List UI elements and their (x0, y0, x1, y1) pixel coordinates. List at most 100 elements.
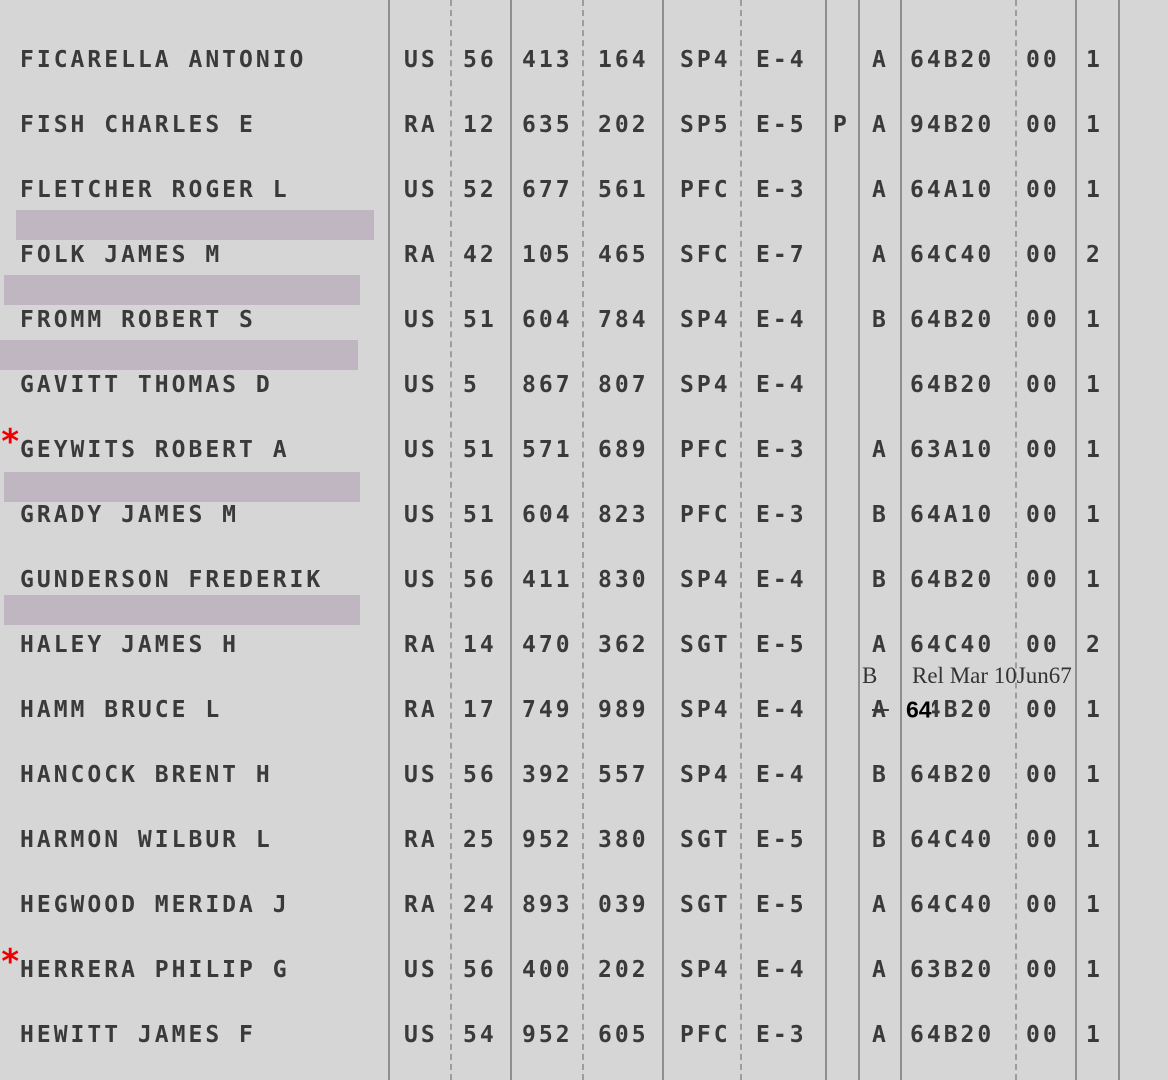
rank: SFC (680, 242, 731, 268)
serial-1: 5 (463, 372, 480, 398)
suffix: 00 (1026, 47, 1060, 73)
rank: SGT (680, 827, 731, 853)
flag: P (833, 112, 850, 138)
serial-1: 56 (463, 957, 497, 983)
count: 1 (1086, 957, 1103, 983)
serial-3: 807 (598, 372, 649, 398)
name: HALEY JAMES H (20, 632, 240, 658)
grade: E-3 (756, 502, 807, 528)
serial-2: 105 (522, 242, 573, 268)
mos: 64C40 (910, 632, 995, 658)
component: RA (404, 892, 438, 918)
mos: 63B20 (910, 957, 995, 983)
mos: 64C40 (910, 242, 995, 268)
grade: E-5 (756, 827, 807, 853)
code: A (872, 632, 889, 658)
component: RA (404, 632, 438, 658)
serial-3: 689 (598, 437, 649, 463)
code: A (872, 697, 889, 723)
column-rule (858, 0, 860, 1080)
grade: E-3 (756, 437, 807, 463)
name: GUNDERSON FREDERIK (20, 567, 324, 593)
serial-1: 12 (463, 112, 497, 138)
highlight (4, 275, 360, 305)
rank: PFC (680, 177, 731, 203)
serial-3: 465 (598, 242, 649, 268)
mos-correction: 64 (906, 696, 932, 724)
code: A (872, 892, 889, 918)
mos: 64B20 (910, 762, 995, 788)
rank: PFC (680, 502, 731, 528)
name: FLETCHER ROGER L (20, 177, 290, 203)
component: US (404, 1022, 438, 1048)
code: A (872, 437, 889, 463)
serial-1: 14 (463, 632, 497, 658)
component: US (404, 957, 438, 983)
rank: SP4 (680, 697, 731, 723)
suffix: 00 (1026, 892, 1060, 918)
serial-1: 51 (463, 437, 497, 463)
serial-3: 989 (598, 697, 649, 723)
rank: SGT (680, 632, 731, 658)
rank: SP5 (680, 112, 731, 138)
serial-2: 413 (522, 47, 573, 73)
component: RA (404, 242, 438, 268)
column-rule (740, 0, 742, 1080)
serial-3: 557 (598, 762, 649, 788)
suffix: 00 (1026, 957, 1060, 983)
serial-2: 677 (522, 177, 573, 203)
serial-1: 54 (463, 1022, 497, 1048)
code: A (872, 112, 889, 138)
serial-3: 561 (598, 177, 649, 203)
component: RA (404, 827, 438, 853)
serial-3: 605 (598, 1022, 649, 1048)
code: A (872, 1022, 889, 1048)
rank: SP4 (680, 307, 731, 333)
name: GAVITT THOMAS D (20, 372, 273, 398)
grade: E-3 (756, 177, 807, 203)
rank: PFC (680, 437, 731, 463)
code: A (872, 242, 889, 268)
suffix: 00 (1026, 437, 1060, 463)
suffix: 00 (1026, 1022, 1060, 1048)
code: B (872, 827, 889, 853)
component: US (404, 307, 438, 333)
mos: 64A10 (910, 177, 995, 203)
mos: 64B20 (910, 567, 995, 593)
grade: E-5 (756, 112, 807, 138)
highlight (4, 595, 360, 625)
column-rule (900, 0, 902, 1080)
highlight (4, 472, 360, 502)
grade: E-4 (756, 762, 807, 788)
column-rule (1118, 0, 1120, 1080)
suffix: 00 (1026, 307, 1060, 333)
serial-1: 56 (463, 762, 497, 788)
name: HARMON WILBUR L (20, 827, 273, 853)
count: 1 (1086, 307, 1103, 333)
component: US (404, 502, 438, 528)
component: US (404, 47, 438, 73)
name: GEYWITS ROBERT A (20, 437, 290, 463)
name: FICARELLA ANTONIO (20, 47, 307, 73)
serial-3: 202 (598, 112, 649, 138)
code: A (872, 957, 889, 983)
grade: E-4 (756, 567, 807, 593)
grade: E-4 (756, 957, 807, 983)
serial-1: 17 (463, 697, 497, 723)
column-rule (582, 0, 584, 1080)
serial-2: 392 (522, 762, 573, 788)
count: 1 (1086, 1022, 1103, 1048)
mos: 94B20 (910, 112, 995, 138)
mos: 64B20 (910, 307, 995, 333)
count: 1 (1086, 567, 1103, 593)
serial-2: 571 (522, 437, 573, 463)
grade: E-5 (756, 892, 807, 918)
count: 1 (1086, 502, 1103, 528)
serial-2: 749 (522, 697, 573, 723)
count: 1 (1086, 112, 1103, 138)
grade: E-3 (756, 1022, 807, 1048)
serial-3: 380 (598, 827, 649, 853)
count: 1 (1086, 827, 1103, 853)
rank: SP4 (680, 567, 731, 593)
serial-1: 24 (463, 892, 497, 918)
